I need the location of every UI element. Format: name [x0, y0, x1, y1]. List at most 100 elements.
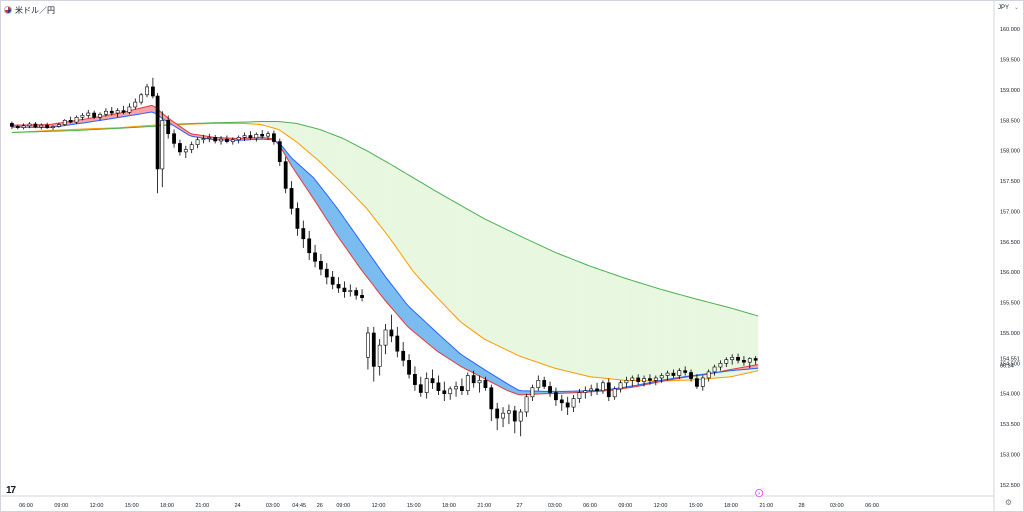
slow-cloud-fill-segment — [422, 182, 426, 286]
slow-cloud-fill-segment — [434, 190, 439, 299]
candle-body — [319, 260, 323, 270]
candle-body — [213, 137, 218, 142]
slow-cloud-fill-segment — [387, 162, 392, 241]
candle-body — [671, 372, 676, 376]
candle-body — [395, 335, 400, 352]
candle-body — [407, 360, 411, 375]
y-tick-label: 157.500 — [1000, 179, 1020, 185]
candle-body — [601, 382, 605, 392]
slow-cloud-fill-segment — [338, 136, 342, 183]
slow-cloud-fill-segment — [499, 226, 504, 349]
slow-cloud-fill-segment — [484, 218, 488, 341]
slow-cloud-fill-segment — [307, 125, 311, 155]
fast-cloud-fill-segment — [353, 231, 358, 265]
candle-body — [330, 276, 335, 285]
candle-body — [133, 101, 138, 108]
slow-cloud-fill-segment — [745, 312, 749, 374]
candle-body — [33, 123, 38, 128]
slow-cloud-fill-segment — [316, 128, 320, 163]
candle-body — [313, 252, 317, 262]
slow-cloud-fill-segment — [459, 204, 463, 324]
x-tick-label: 21:00 — [759, 503, 773, 509]
slow-cloud-fill-segment — [602, 270, 606, 379]
slow-cloud-fill-segment — [670, 291, 675, 381]
fast-cloud-fill-segment — [356, 235, 361, 269]
candle-body — [277, 141, 282, 162]
slow-cloud-fill-segment — [571, 258, 575, 374]
candle-body — [454, 386, 458, 390]
slow-cloud-fill-segment — [546, 248, 550, 367]
fast-cloud-fill-segment — [434, 330, 439, 352]
slow-cloud-fill-segment — [437, 192, 442, 303]
slow-cloud-fill-segment — [440, 193, 445, 306]
slow-cloud-fill-segment — [549, 249, 554, 368]
candle-body — [471, 375, 476, 384]
candle-body — [753, 358, 758, 361]
candle-body — [636, 377, 641, 382]
candle-body — [301, 228, 306, 240]
slow-cloud-fill-segment — [291, 122, 296, 141]
fast-cloud-fill-segment — [431, 327, 435, 350]
x-tick-label: 18:00 — [442, 503, 456, 509]
chevron-down-icon[interactable]: ⌄ — [1014, 5, 1020, 11]
candle-body — [324, 268, 329, 278]
fast-cloud-fill-segment — [425, 321, 429, 345]
slow-cloud-fill-segment — [530, 240, 535, 362]
candle-body — [207, 137, 212, 139]
fast-cloud-fill-segment — [363, 244, 367, 277]
lightning-glyph: ⚡ — [757, 491, 761, 497]
candle-body — [109, 110, 114, 114]
y-tick-label: 155.000 — [1000, 331, 1020, 337]
slow-cloud-fill-segment — [509, 230, 513, 353]
slow-cloud-fill-segment — [673, 292, 678, 381]
candle-body — [248, 135, 253, 139]
slow-cloud-fill-segment — [667, 291, 672, 381]
gear-icon[interactable]: ⚙ — [1004, 498, 1013, 507]
slow-cloud-fill-segment — [649, 285, 653, 382]
slow-cloud-fill-segment — [468, 209, 473, 331]
candle-body — [653, 377, 658, 381]
fast-cloud-fill-segment — [422, 318, 426, 342]
x-tick-label: 09:00 — [618, 503, 632, 509]
slow-cloud-fill-segment — [655, 287, 659, 382]
slow-cloud-fill-segment — [462, 206, 466, 327]
candle-body — [342, 287, 347, 292]
x-tick-label: 04:45 — [292, 503, 306, 509]
slow-cloud-fill-segment — [415, 179, 420, 279]
y-tick-label: 157.000 — [1000, 209, 1020, 215]
slow-cloud-fill-segment — [490, 221, 494, 344]
candle-body — [98, 113, 102, 118]
candle-body — [401, 350, 406, 361]
candle-body — [260, 134, 265, 137]
candle-body — [712, 366, 717, 373]
candle-body — [700, 377, 705, 387]
candle-body — [565, 402, 570, 408]
slow-cloud-fill-segment — [325, 131, 330, 171]
slow-cloud-fill-segment — [394, 166, 398, 250]
candle-body — [477, 380, 482, 384]
slow-cloud-fill-segment — [568, 257, 572, 373]
candle-body — [718, 363, 723, 368]
tradingview-logo[interactable]: 17 — [6, 485, 16, 496]
candle-body — [554, 392, 558, 401]
slow-cloud-fill-segment — [400, 169, 404, 259]
candle-body — [589, 388, 594, 392]
last-price-label: 154.551 — [1000, 356, 1020, 362]
candle-body — [583, 390, 588, 393]
slow-cloud-fill-segment — [540, 245, 544, 365]
slow-cloud-fill-segment — [695, 298, 700, 380]
x-tick-label: 24 — [234, 503, 240, 509]
slow-cloud-fill-segment — [375, 155, 379, 225]
candle-body — [536, 380, 541, 388]
symbol-header[interactable]: 米ドル／円 — [4, 4, 55, 16]
candle-body — [730, 356, 735, 361]
slow-cloud-fill-segment — [390, 164, 395, 246]
slow-cloud-fill-segment — [335, 135, 339, 180]
y-tick-label: 159.000 — [1000, 88, 1020, 94]
candle-body — [630, 377, 635, 381]
x-tick-label: 06:00 — [583, 503, 597, 509]
slow-cloud-fill-segment — [512, 232, 516, 355]
candle-body — [413, 374, 417, 385]
slow-cloud-fill-segment — [456, 202, 460, 322]
